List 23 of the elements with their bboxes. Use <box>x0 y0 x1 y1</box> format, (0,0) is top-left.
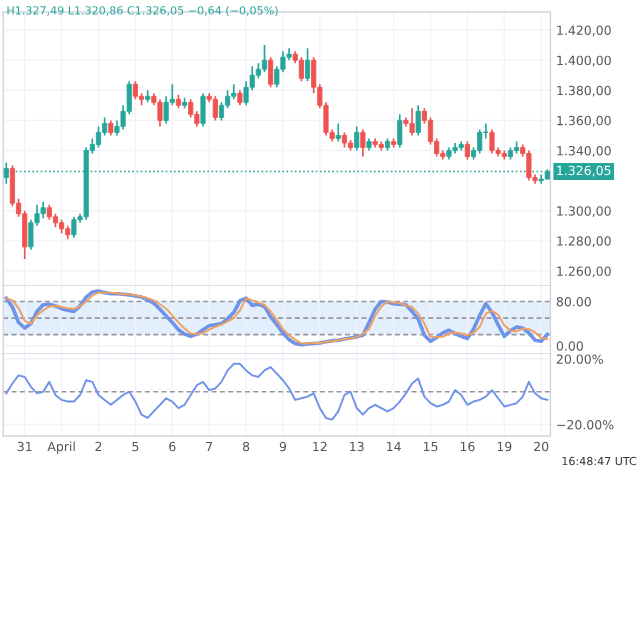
candlestick <box>360 128 366 158</box>
candlestick <box>464 140 470 161</box>
candlestick <box>397 113 403 149</box>
line-series <box>5 362 549 421</box>
candlestick <box>489 128 495 155</box>
candlestick <box>188 98 194 119</box>
candlestick <box>298 56 304 83</box>
candlestick <box>268 56 274 89</box>
candlestick <box>415 104 421 137</box>
candlestick <box>409 107 415 137</box>
candlestick <box>335 122 341 143</box>
candlestick <box>304 47 311 83</box>
candlestick <box>354 125 360 152</box>
candlestick <box>132 80 138 101</box>
candlestick <box>71 215 77 239</box>
candlestick <box>261 44 268 74</box>
candlestick <box>212 95 218 122</box>
candlestick <box>477 128 483 155</box>
candlestick <box>95 125 102 149</box>
candlestick <box>200 92 206 128</box>
candlestick <box>526 149 532 182</box>
candlestick <box>3 161 9 185</box>
candlestick <box>157 98 163 128</box>
